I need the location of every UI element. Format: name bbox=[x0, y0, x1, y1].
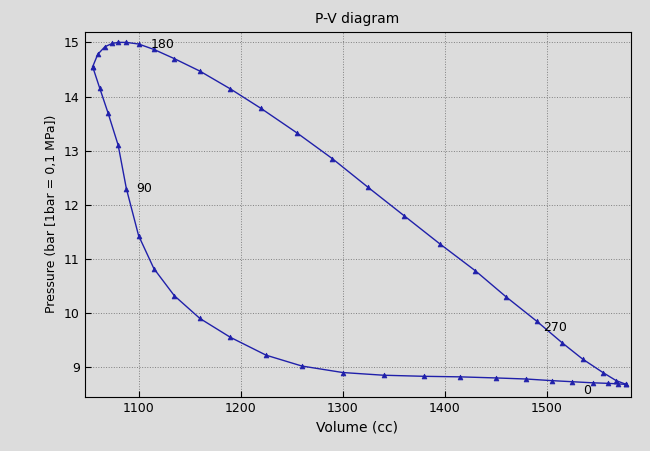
Text: 0: 0 bbox=[584, 384, 592, 397]
Y-axis label: Pressure (bar [1bar = 0,1 MPa]): Pressure (bar [1bar = 0,1 MPa]) bbox=[46, 115, 58, 313]
Title: P-V diagram: P-V diagram bbox=[315, 12, 400, 26]
X-axis label: Volume (cc): Volume (cc) bbox=[317, 420, 398, 434]
Text: 90: 90 bbox=[136, 182, 152, 195]
Text: 180: 180 bbox=[151, 37, 175, 51]
Text: 270: 270 bbox=[543, 321, 567, 334]
